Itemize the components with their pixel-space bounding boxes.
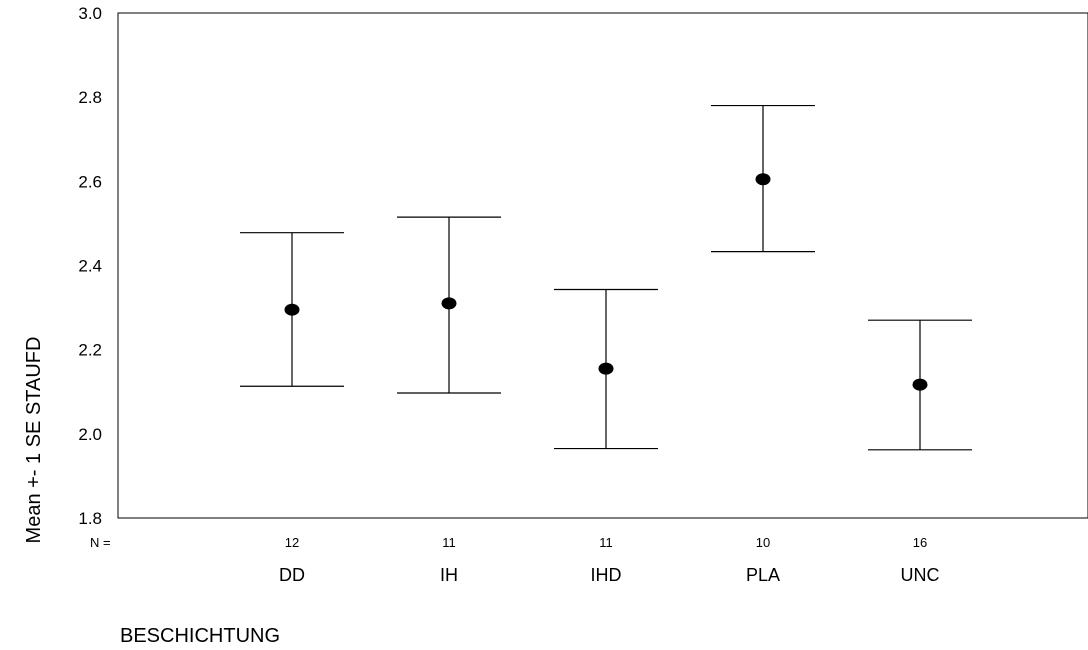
error-bars xyxy=(240,104,972,451)
y-tick-label: 2.2 xyxy=(78,341,102,360)
n-count-label: 11 xyxy=(442,535,456,550)
x-axis-title: BESCHICHTUNG xyxy=(120,625,280,647)
plot-frame xyxy=(117,12,1088,519)
y-tick-label: 2.0 xyxy=(78,425,102,444)
category-label: PLA xyxy=(746,565,780,585)
mean-point xyxy=(441,297,457,310)
n-prefix-label: N = xyxy=(90,535,111,550)
y-tick-label: 2.4 xyxy=(78,257,102,276)
y-axis-title: Mean +- 1 SE STAUFD xyxy=(23,337,45,544)
y-tick-label: 2.6 xyxy=(78,172,102,191)
y-axis-ticks: 3.0 2.8 2.6 2.4 2.2 2.0 1.8 xyxy=(78,4,102,528)
mean-point xyxy=(598,362,614,375)
category-label: IH xyxy=(440,565,458,585)
category-label: UNC xyxy=(901,565,940,585)
y-tick-label: 1.8 xyxy=(78,509,102,528)
n-count-label: 12 xyxy=(285,535,299,550)
y-tick-label: 2.8 xyxy=(78,88,102,107)
n-count-label: 11 xyxy=(599,535,613,550)
mean-point xyxy=(284,303,300,316)
n-count-label: 10 xyxy=(756,535,770,550)
y-tick-label: 3.0 xyxy=(78,4,102,23)
mean-point xyxy=(755,173,771,186)
n-count-label: 16 xyxy=(913,535,927,550)
x-axis-labels: 12 DD 11 IH 11 IHD 10 PLA 16 UNC xyxy=(279,535,940,585)
category-label: IHD xyxy=(591,565,622,585)
mean-point xyxy=(912,378,928,391)
category-label: DD xyxy=(279,565,305,585)
